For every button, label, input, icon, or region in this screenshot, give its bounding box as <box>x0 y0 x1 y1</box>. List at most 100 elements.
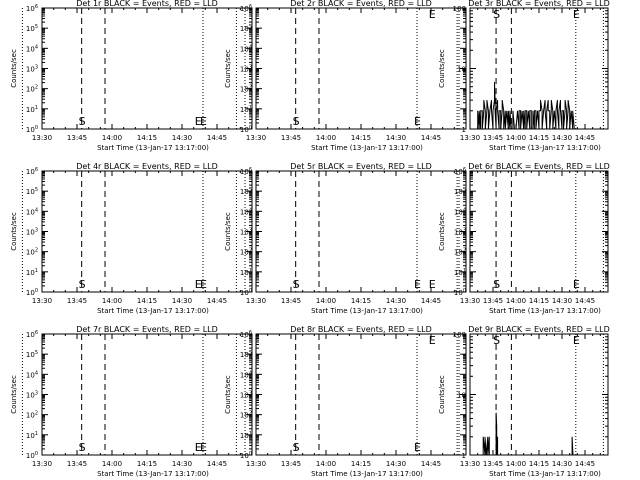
y-tick-label: 105 <box>240 187 252 196</box>
y-tick-label: 101 <box>240 431 252 440</box>
x-tick-label: 14:45 <box>421 297 441 305</box>
interval-marker-label: E <box>573 278 580 291</box>
plot-frame <box>255 333 467 456</box>
interval-marker-label: S <box>79 441 86 454</box>
plot-frame <box>41 7 253 130</box>
x-tick-label: 14:45 <box>207 460 227 468</box>
x-tick-label: 13:45 <box>483 134 503 142</box>
chart-title: Det 4r BLACK = Events, RED = LLD <box>76 162 218 171</box>
x-tick-label: 14:45 <box>575 134 595 142</box>
x-tick-label: 14:30 <box>172 134 192 142</box>
interval-marker-label: E <box>414 441 421 454</box>
x-tick-label: 13:45 <box>483 460 503 468</box>
y-axis-label: Counts/sec <box>438 212 446 251</box>
y-tick-label: 105 <box>26 350 38 359</box>
x-tick-label: 14:30 <box>552 134 572 142</box>
event-rate-line <box>482 412 574 456</box>
y-tick-label: 105 <box>26 24 38 33</box>
y-tick-label: 105 <box>26 187 38 196</box>
y-tick-label: 1 <box>462 452 466 460</box>
x-tick-label: 14:15 <box>137 460 157 468</box>
x-tick-label: 14:15 <box>529 134 549 142</box>
plot-frame <box>255 7 467 130</box>
y-tick-label: 106 <box>240 167 252 176</box>
plot-frame <box>255 170 467 293</box>
x-tick-label: 14:45 <box>207 134 227 142</box>
interval-marker-label: S <box>493 278 500 291</box>
y-tick-label: 106 <box>240 330 252 339</box>
interval-marker-label: E <box>429 8 436 21</box>
x-tick-label: 13:45 <box>67 460 87 468</box>
x-tick-label: 13:45 <box>67 134 87 142</box>
y-tick-label: 100 <box>240 451 252 460</box>
y-tick-label: 103 <box>26 391 38 400</box>
y-tick-label: 104 <box>26 207 38 216</box>
x-tick-label: 13:30 <box>32 297 52 305</box>
interval-marker-label: S <box>293 441 300 454</box>
chart-panel: Det 8r BLACK = Events, RED = LLD Counts/s… <box>195 325 467 478</box>
chart-panel: Det 6r BLACK = Events, RED = LLD Counts/s… <box>429 162 610 315</box>
y-tick-label: 100 <box>26 288 38 297</box>
interval-marker-label: E <box>200 278 207 291</box>
x-axis-label: Start Time (13-Jan-17 13:17:00) <box>97 307 209 315</box>
y-tick-label: 102 <box>26 411 38 420</box>
x-tick-label: 14:15 <box>351 460 371 468</box>
plot-frame <box>469 333 609 456</box>
y-tick-label: 1 <box>462 126 466 134</box>
x-tick-label: 14:15 <box>351 134 371 142</box>
y-tick-label: 102 <box>26 85 38 94</box>
x-axis-label: Start Time (13-Jan-17 13:17:00) <box>489 307 601 315</box>
interval-marker-label: S <box>493 8 500 21</box>
plot-frame <box>41 170 253 293</box>
y-tick-label: 100 <box>453 331 466 339</box>
x-tick-label: 14:45 <box>421 134 441 142</box>
x-tick-label: 13:30 <box>32 460 52 468</box>
x-tick-label: 13:30 <box>246 134 266 142</box>
y-tick-label: 103 <box>454 228 466 237</box>
x-tick-label: 14:00 <box>506 297 526 305</box>
interval-marker-label: S <box>293 278 300 291</box>
x-tick-label: 13:45 <box>281 460 301 468</box>
x-axis-label: Start Time (13-Jan-17 13:17:00) <box>311 307 423 315</box>
x-tick-label: 13:30 <box>460 297 480 305</box>
x-axis-label: Start Time (13-Jan-17 13:17:00) <box>489 470 601 478</box>
x-axis-label: Start Time (13-Jan-17 13:17:00) <box>97 470 209 478</box>
y-tick-label: 104 <box>26 370 38 379</box>
chart-title: Det 3r BLACK = Events, RED = LLD <box>468 0 610 8</box>
x-tick-label: 13:30 <box>32 134 52 142</box>
x-tick-label: 14:00 <box>316 297 336 305</box>
y-tick-label: 10 <box>457 392 466 400</box>
x-axis-label: Start Time (13-Jan-17 13:17:00) <box>489 144 601 152</box>
x-tick-label: 14:30 <box>386 134 406 142</box>
interval-marker-label: E <box>200 115 207 128</box>
y-tick-label: 101 <box>26 431 38 440</box>
x-tick-label: 14:30 <box>552 297 572 305</box>
y-axis-label: Counts/sec <box>224 212 232 251</box>
x-tick-label: 14:15 <box>529 297 549 305</box>
y-tick-label: 104 <box>26 44 38 53</box>
y-tick-label: 101 <box>26 105 38 114</box>
y-axis-label: Counts/sec <box>438 49 446 88</box>
x-tick-label: 14:00 <box>506 134 526 142</box>
plot-frame <box>41 333 253 456</box>
x-tick-label: 14:15 <box>137 134 157 142</box>
x-tick-label: 14:45 <box>421 460 441 468</box>
interval-marker-label: E <box>195 441 202 454</box>
interval-marker-label: E <box>573 8 580 21</box>
interval-marker-label: E <box>195 278 202 291</box>
y-tick-label: 106 <box>454 167 466 176</box>
x-tick-label: 14:15 <box>529 460 549 468</box>
x-tick-label: 14:00 <box>316 460 336 468</box>
y-axis-label: Counts/sec <box>438 375 446 414</box>
y-tick-label: 105 <box>240 24 252 33</box>
interval-marker-label: E <box>429 334 436 347</box>
chart-panel: Det 2r BLACK = Events, RED = LLD Counts/s… <box>195 0 467 152</box>
y-tick-label: 102 <box>26 248 38 257</box>
y-tick-label: 106 <box>26 330 38 339</box>
chart-panel: Det 1r BLACK = Events, RED = LLD Counts/s… <box>10 0 253 152</box>
y-tick-label: 100 <box>453 5 466 13</box>
y-tick-label: 100 <box>240 288 252 297</box>
y-tick-label: 105 <box>240 350 252 359</box>
chart-title: Det 8r BLACK = Events, RED = LLD <box>290 325 432 334</box>
interval-marker-label: E <box>200 441 207 454</box>
